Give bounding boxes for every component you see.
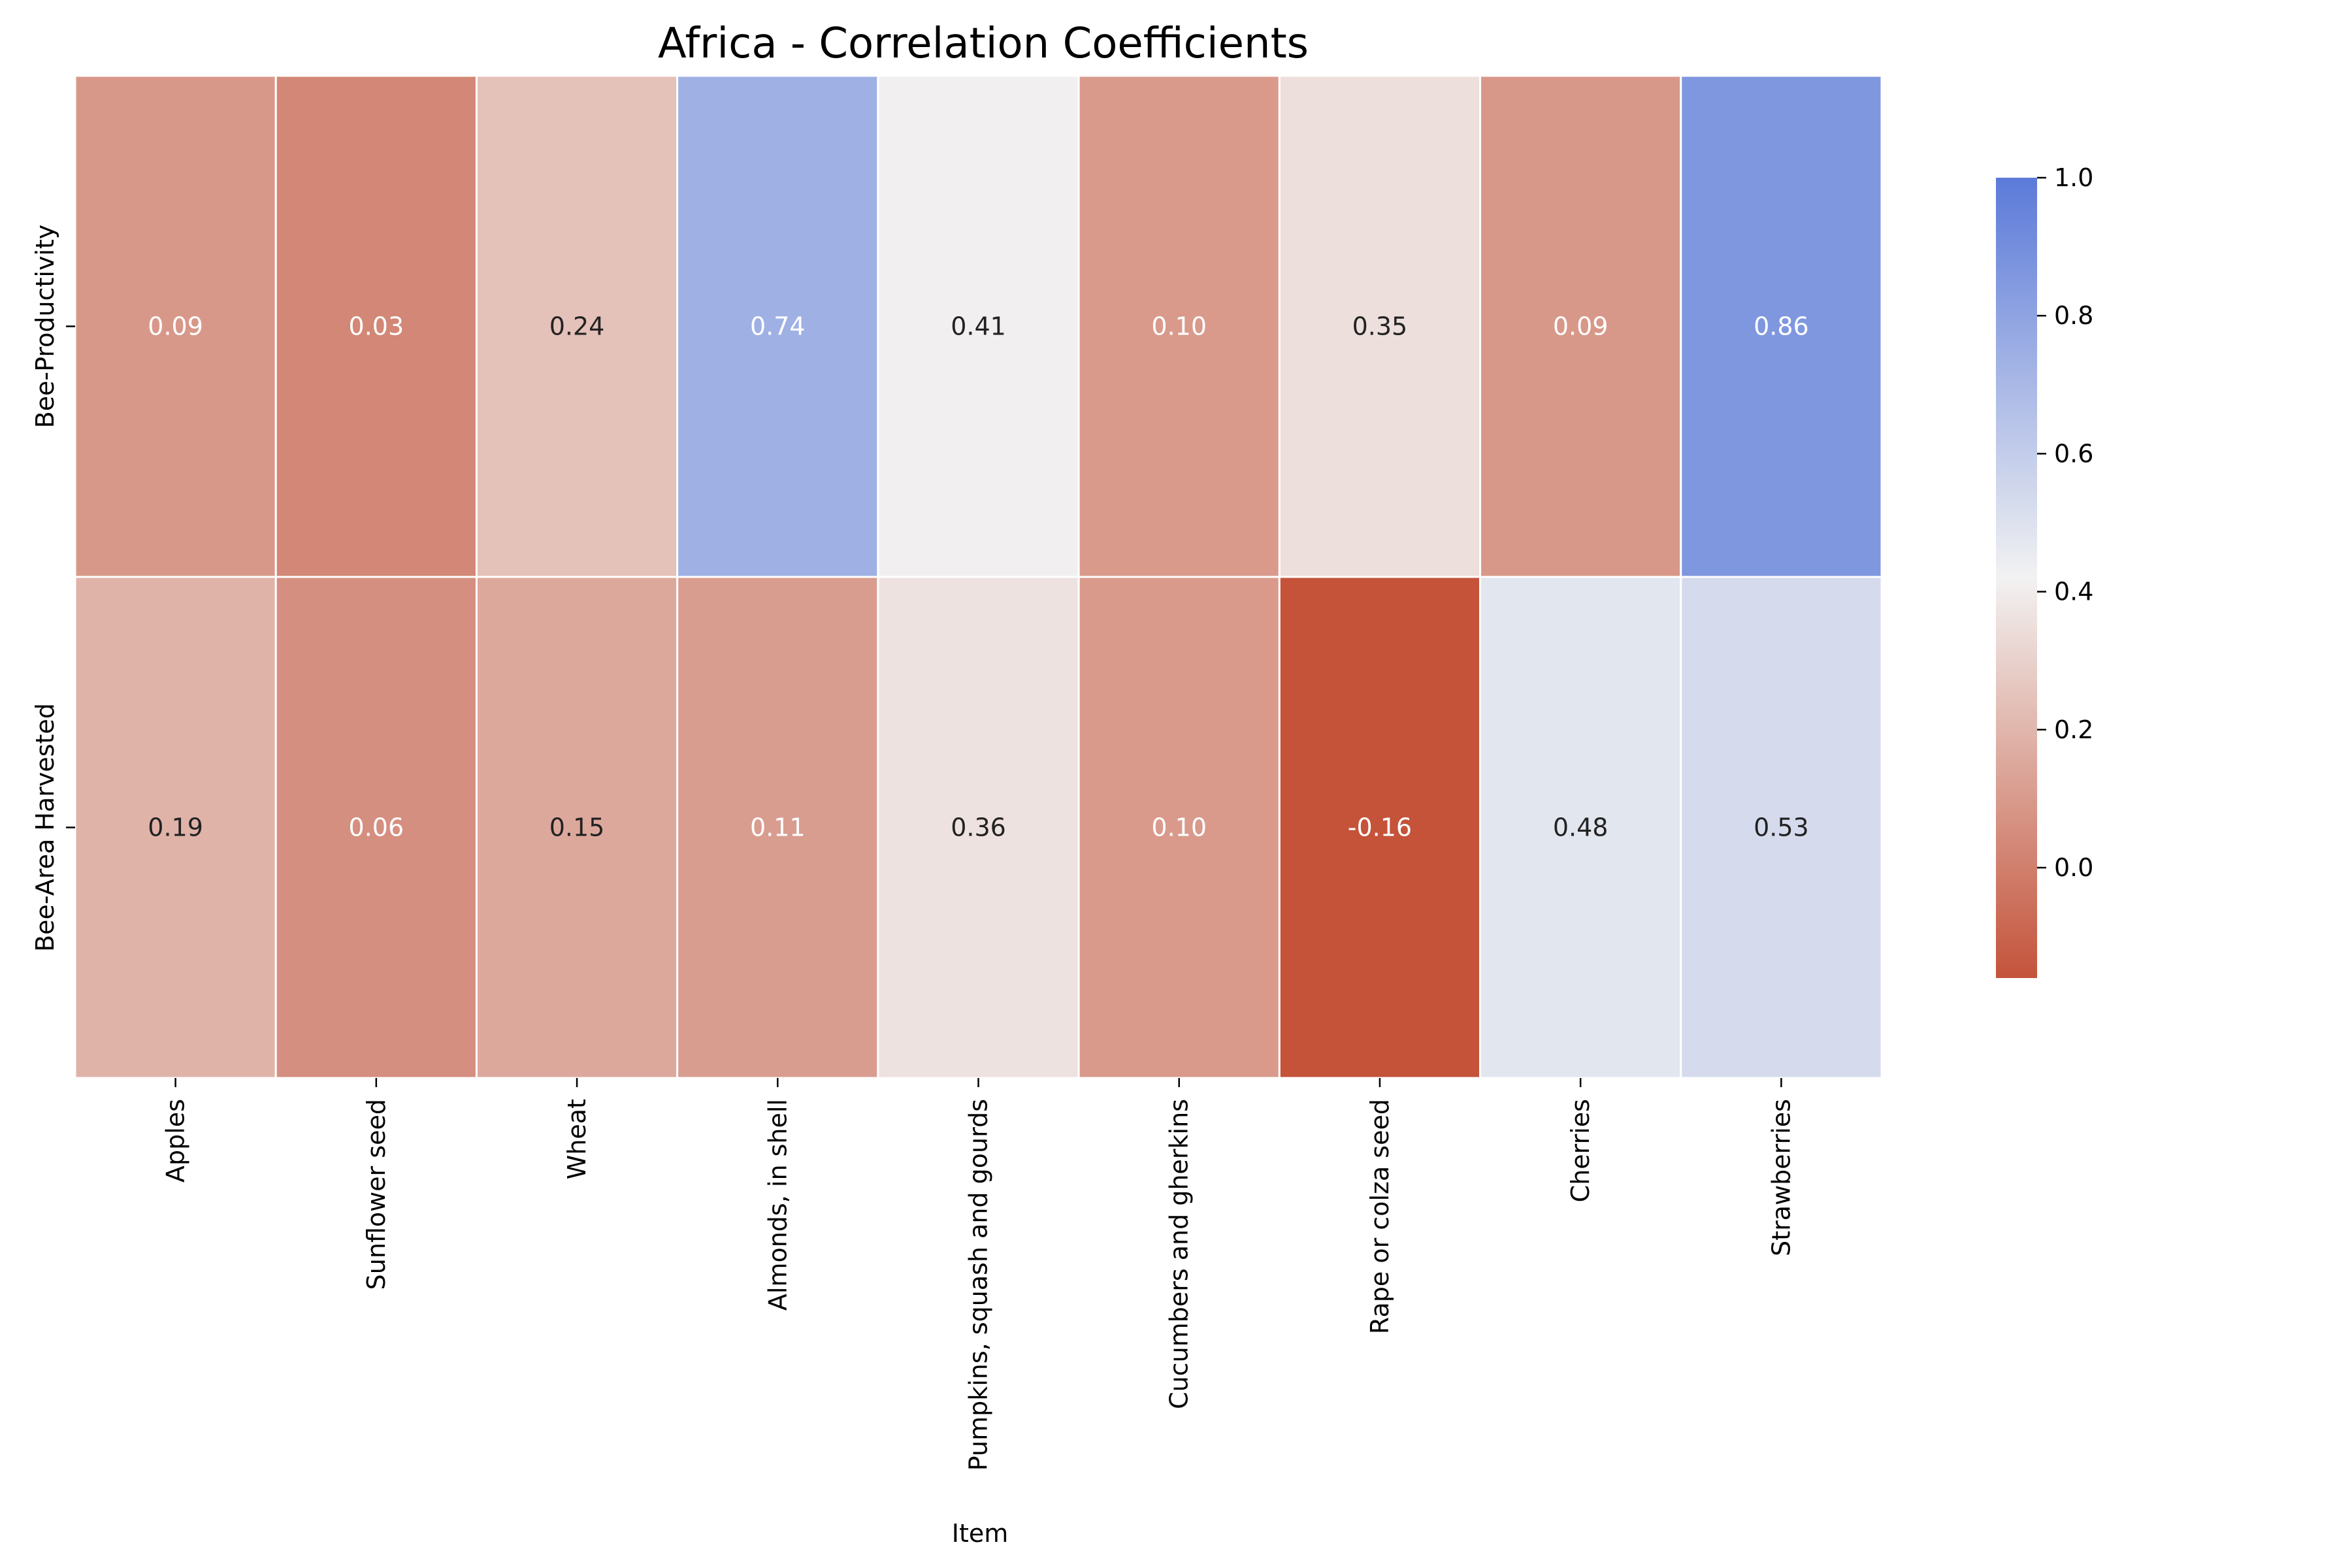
colorbar-tick-label: 0.2 [2054, 715, 2093, 744]
heatmap-cell [1278, 74, 1482, 578]
cell-value-label: 0.86 [1754, 312, 1809, 341]
cell-value-label: 0.36 [951, 813, 1006, 842]
heatmap-cell [1077, 576, 1281, 1079]
heatmap-cell [74, 576, 277, 1079]
cell-value-label: 0.15 [549, 813, 605, 842]
chart-title: Africa - Correlation Coefficients [658, 20, 1309, 68]
heatmap-cell [877, 74, 1080, 578]
y-tick-label: Bee-Productivity [31, 225, 59, 429]
heatmap-cell [1479, 74, 1682, 578]
heatmap-cells [74, 74, 1883, 1079]
x-tick-label: Sunflower seed [362, 1099, 391, 1290]
heatmap-cell [676, 74, 879, 578]
heatmap-cell [274, 74, 478, 578]
colorbar-tick-label: 1.0 [2054, 163, 2093, 192]
heatmap-cell [676, 576, 879, 1079]
cell-value-label: 0.24 [549, 312, 605, 341]
heatmap-cell [1077, 74, 1281, 578]
heatmap-cell [475, 74, 679, 578]
x-tick-label: Strawberries [1767, 1099, 1795, 1256]
heatmap-cell [74, 74, 277, 578]
cell-value-label: 0.10 [1151, 312, 1207, 341]
colorbar-tick-label: 0.0 [2054, 853, 2093, 882]
x-tick-label: Almonds, in shell [763, 1099, 792, 1311]
x-axis: Apples Sunflower seed Wheat Almonds, in she… [161, 1078, 1795, 1471]
colorbar-tick-label: 0.8 [2054, 301, 2093, 330]
cell-value-label: 0.06 [349, 813, 404, 842]
x-tick-label: Rape or colza seed [1365, 1099, 1394, 1334]
x-axis-title: Item [952, 1519, 1009, 1548]
heatmap-cell [877, 576, 1080, 1079]
cell-value-label: 0.41 [951, 312, 1006, 341]
colorbar: 0.0 0.2 0.4 0.6 0.8 1.0 [1996, 163, 2093, 978]
cell-value-label: 0.35 [1352, 312, 1408, 341]
cell-value-label: 0.09 [1553, 312, 1609, 341]
y-tick-label: Bee-Area Harvested [31, 703, 59, 952]
colorbar-tick-label: 0.4 [2054, 578, 2093, 606]
cell-value-label: 0.74 [750, 312, 806, 341]
cell-value-label: 0.11 [750, 813, 806, 842]
heatmap-cell [475, 576, 679, 1079]
cell-value-label: 0.19 [148, 813, 203, 842]
cell-value-label: 0.10 [1151, 813, 1207, 842]
x-tick-label: Cucumbers and gherkins [1165, 1099, 1194, 1409]
heatmap-value-labels: 0.09 0.03 0.24 0.74 0.41 0.10 0.35 0.09 0.86 0.19… [148, 312, 1808, 842]
cell-value-label: 0.48 [1553, 813, 1609, 842]
cell-value-label: -0.16 [1348, 813, 1412, 842]
x-tick-label: Cherries [1566, 1099, 1595, 1202]
x-tick-label: Pumpkins, squash and gourds [964, 1099, 993, 1471]
y-axis: Bee-Productivity Bee-Area Harvested [31, 225, 75, 952]
colorbar-tick-label: 0.6 [2054, 439, 2093, 468]
colorbar-gradient [1996, 178, 2037, 978]
cell-value-label: 0.53 [1754, 813, 1809, 842]
x-tick-label: Apples [161, 1099, 190, 1183]
cell-value-label: 0.09 [148, 312, 203, 341]
x-tick-label: Wheat [563, 1099, 591, 1179]
heatmap-cell [1278, 576, 1482, 1079]
heatmap-cell [1479, 576, 1682, 1079]
heatmap-cell [1680, 576, 1883, 1079]
cell-value-label: 0.03 [349, 312, 404, 341]
